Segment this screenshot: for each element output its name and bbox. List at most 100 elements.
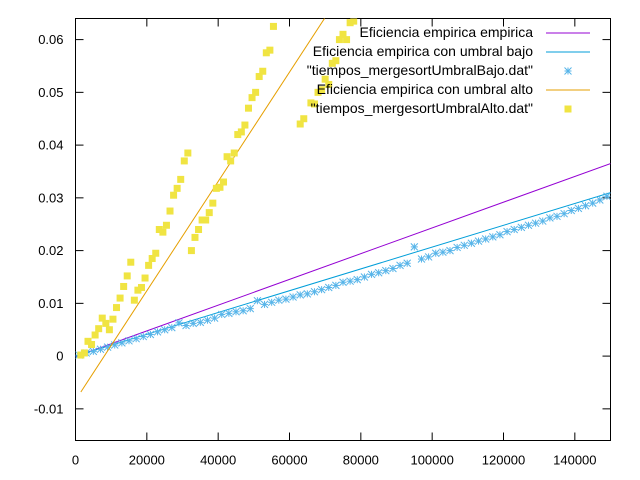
data-point-bajo — [503, 227, 511, 236]
data-point-bajo — [488, 233, 497, 241]
data-point-bajo — [546, 214, 554, 222]
data-point-bajo — [417, 255, 426, 263]
data-point-alto — [220, 178, 228, 186]
data-point-bajo — [89, 347, 98, 356]
data-point-alto — [123, 272, 131, 280]
data-point-bajo — [481, 235, 490, 243]
data-point-bajo — [239, 306, 247, 315]
data-point-alto — [109, 315, 117, 323]
y-tick-label: 0.02 — [38, 243, 63, 258]
legend-label-umbral-bajo: Eficiencia empirica con umbral bajo — [313, 43, 533, 59]
data-point-bajo — [389, 264, 397, 273]
data-point-bajo — [303, 290, 312, 298]
data-point-alto — [310, 100, 318, 108]
data-point-bajo — [232, 307, 240, 316]
x-tick-label: 60000 — [271, 453, 307, 468]
data-point-alto — [105, 326, 113, 334]
data-point-alto — [184, 149, 192, 157]
data-point-bajo — [125, 336, 133, 345]
plot-frame — [75, 18, 611, 441]
data-point-bajo — [538, 217, 547, 225]
data-point-alto — [266, 46, 274, 54]
data-point-alto — [255, 73, 263, 81]
data-point-alto — [346, 19, 354, 27]
data-point-bajo — [367, 270, 376, 279]
data-point-bajo — [324, 283, 333, 292]
data-point-bajo — [260, 300, 269, 309]
data-point-bajo — [403, 259, 412, 268]
data-point-bajo — [474, 237, 483, 245]
x-tick-label: 100000 — [410, 453, 453, 468]
data-point-alto — [230, 149, 238, 157]
data-point-alto — [198, 216, 206, 224]
data-point-alto — [148, 255, 156, 263]
data-point-alto — [145, 261, 153, 269]
data-point-bajo — [118, 339, 126, 347]
data-point-bajo — [446, 246, 454, 255]
data-point-bajo — [246, 304, 255, 313]
legend-asterisk-sample — [564, 67, 572, 75]
data-point-alto — [95, 325, 103, 333]
data-point-bajo — [153, 327, 162, 336]
legend-label-empirica: Eficiencia empirica empirica — [359, 24, 533, 40]
data-point-alto — [88, 340, 96, 348]
data-point-bajo — [574, 204, 583, 213]
legend-samples — [546, 32, 590, 113]
data-point-bajo — [182, 321, 190, 330]
data-point-bajo — [588, 199, 597, 207]
data-point-bajo — [339, 278, 347, 287]
data-point-bajo — [524, 221, 533, 230]
data-point-alto — [177, 175, 185, 183]
data-point-alto — [269, 22, 277, 30]
legend-label-bajo-dat: "tiempos_mergesortUmbralBajo.dat" — [307, 62, 533, 78]
data-point-alto — [314, 88, 322, 96]
data-point-bajo — [567, 206, 576, 215]
data-point-alto — [173, 184, 181, 192]
data-point-alto — [205, 209, 213, 217]
data-point-alto — [120, 282, 128, 290]
data-point-alto — [350, 18, 358, 25]
legend-square-sample — [564, 105, 572, 113]
data-point-alto — [237, 128, 245, 136]
data-point-bajo — [267, 298, 276, 307]
data-point-bajo — [189, 319, 198, 328]
data-point-alto — [212, 184, 220, 192]
data-point-alto — [84, 337, 92, 345]
data-point-alto — [321, 75, 329, 83]
data-point-alto — [223, 153, 231, 161]
data-point-alto — [102, 319, 110, 327]
data-point-bajo — [296, 291, 305, 299]
data-point-bajo — [396, 261, 404, 270]
plot-border — [75, 18, 611, 441]
data-point-alto — [98, 314, 106, 322]
data-point-alto — [80, 349, 88, 357]
x-tick-label: 40000 — [200, 453, 236, 468]
data-point-bajo — [203, 316, 212, 325]
data-point-bajo — [253, 296, 262, 305]
y-tick-label: 0.05 — [38, 85, 63, 100]
data-point-bajo — [146, 330, 155, 339]
data-point-alto — [252, 88, 260, 96]
x-axis-tick-labels: 0 20000 40000 60000 80000 100000 120000 … — [72, 453, 597, 468]
data-point-alto — [77, 351, 85, 359]
data-point-bajo — [453, 243, 461, 252]
legend-label-umbral-alto: Eficiencia empirica con umbral alto — [317, 81, 534, 97]
data-point-bajo — [460, 241, 469, 250]
y-tick-label: 0.06 — [38, 32, 63, 47]
data-point-bajo — [553, 212, 561, 221]
data-point-bajo — [167, 323, 176, 332]
data-point-bajo — [424, 253, 433, 261]
data-point-alto — [262, 49, 270, 57]
data-point-alto — [259, 67, 267, 75]
data-point-alto — [318, 86, 326, 94]
data-point-bajo — [517, 223, 526, 232]
data-point-bajo — [360, 273, 369, 281]
data-point-bajo — [332, 281, 340, 290]
data-point-bajo — [274, 296, 283, 305]
data-point-bajo — [310, 287, 319, 296]
data-point-bajo — [595, 196, 604, 204]
y-axis-tick-labels: -0.01 0 0.01 0.02 0.03 0.04 0.05 0.06 — [34, 32, 64, 416]
data-point-alto — [155, 226, 163, 233]
data-point-bajo — [346, 277, 354, 286]
data-point-alto — [141, 274, 149, 282]
